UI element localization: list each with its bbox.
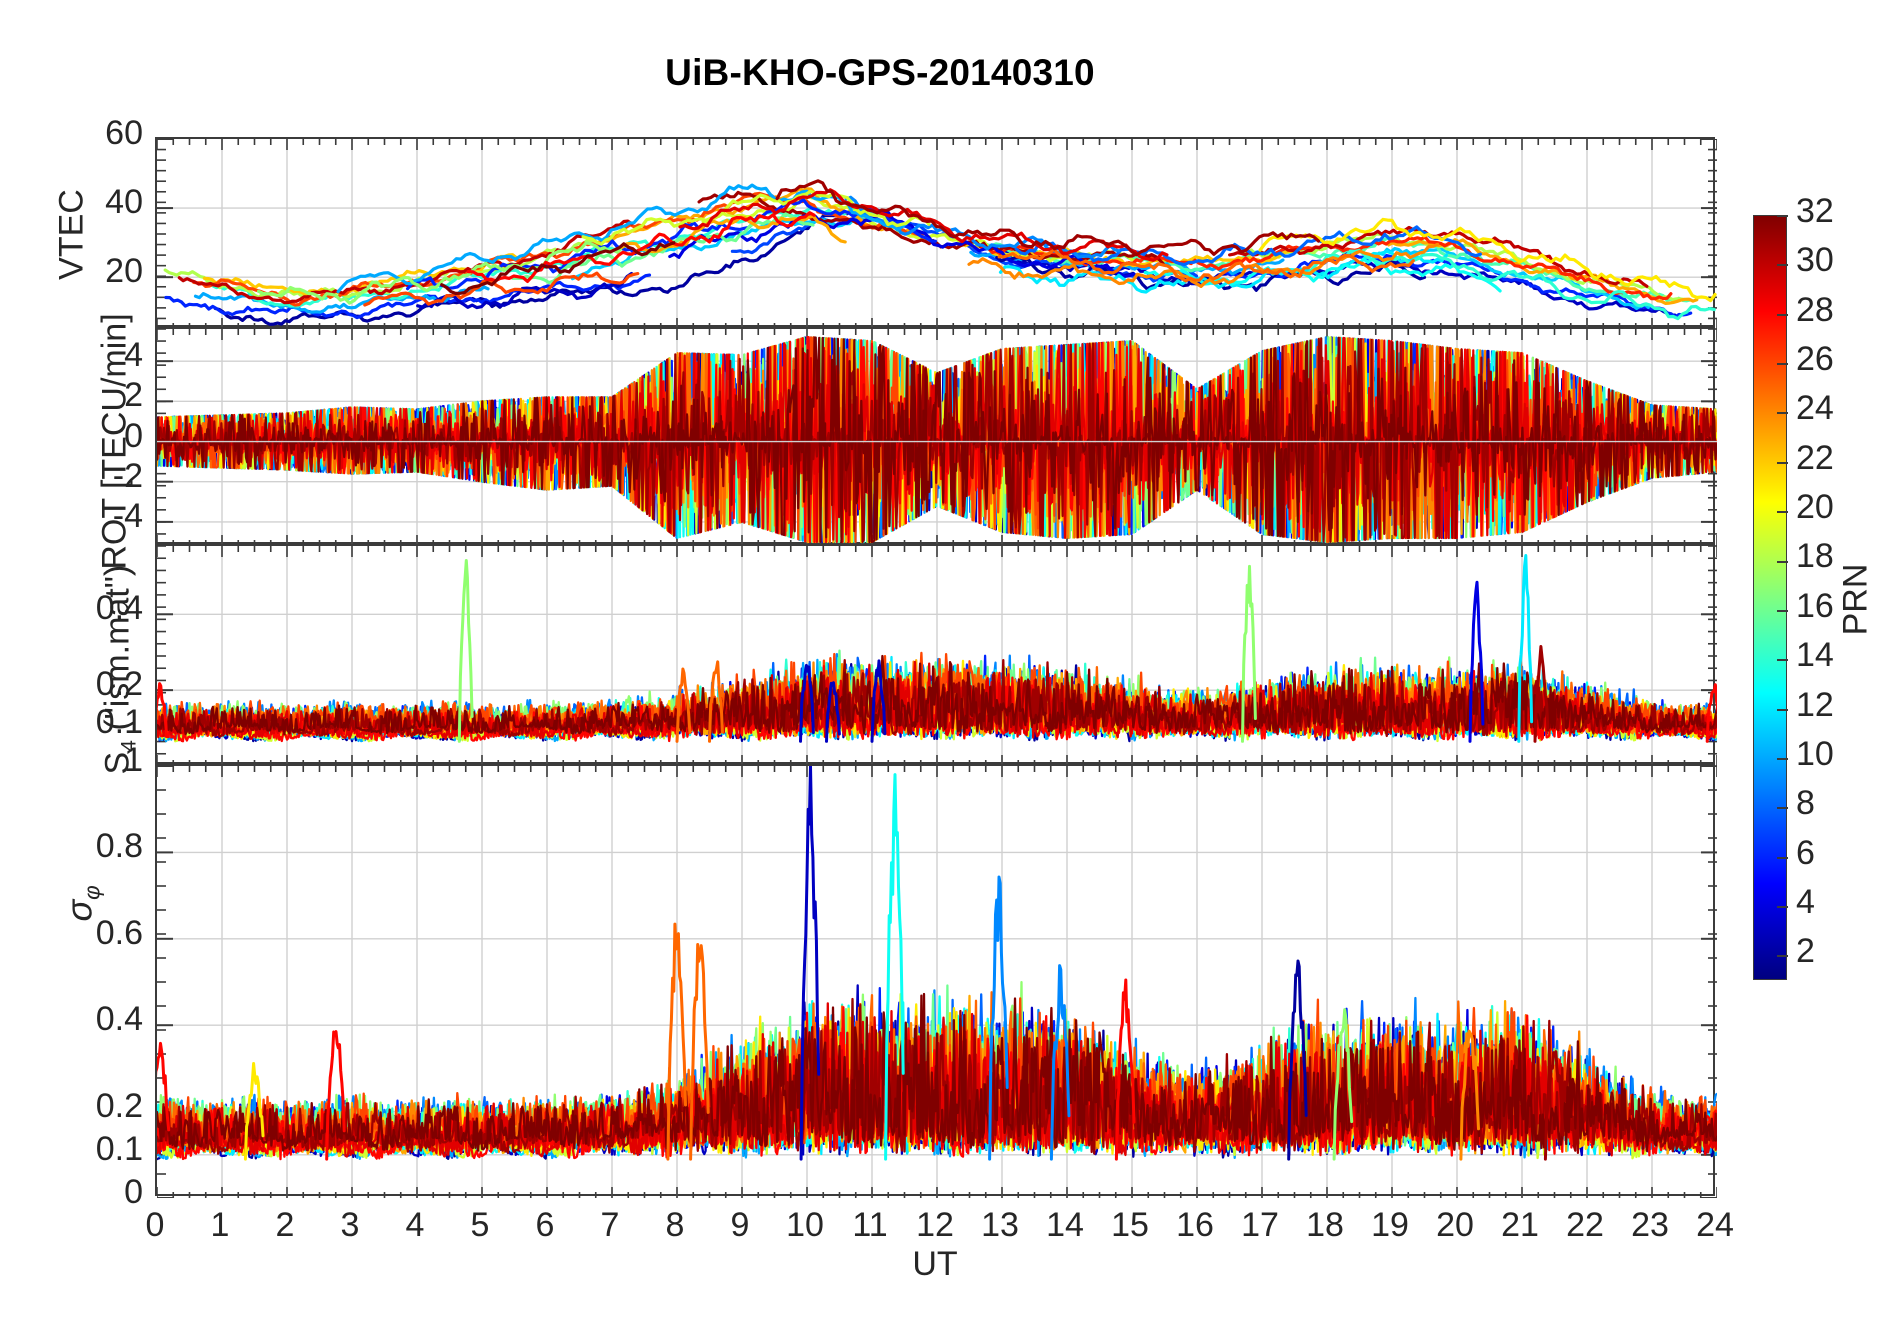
ytick-sigma_phi-1: 0.1	[95, 1129, 143, 1168]
colorbar-tick-32: 32	[1796, 192, 1834, 230]
colorbar-tick-10: 10	[1796, 734, 1834, 773]
ytick-sigma_phi-6: 1	[124, 741, 143, 779]
ytick-sigma_phi-0: 0	[124, 1173, 143, 1211]
colorbar-tick-16: 16	[1796, 586, 1834, 625]
xtick-15: 15	[1111, 1206, 1149, 1244]
ytick-sigma_phi-5: 0.8	[95, 827, 143, 866]
colorbar-tick-30: 30	[1796, 241, 1834, 280]
colorbar-tick-18: 18	[1796, 537, 1834, 576]
colorbar-tick-24: 24	[1796, 389, 1834, 428]
ytick-rot-1: 2	[124, 376, 143, 415]
ytick-vtec-2: 60	[105, 114, 143, 152]
xtick-1: 1	[210, 1206, 230, 1244]
colorbar-tick-mark-8	[1777, 807, 1788, 810]
xtick-9: 9	[730, 1206, 750, 1244]
xtick-0: 0	[145, 1206, 165, 1244]
ytick-s4-1: 0.2	[95, 665, 143, 704]
panel-rot	[155, 327, 1717, 546]
colorbar-tick-mark-18	[1777, 560, 1788, 563]
colorbar-tick-20: 20	[1796, 488, 1834, 527]
ytick-vtec-0: 20	[105, 252, 143, 291]
ytick-rot-3: -2	[112, 456, 143, 495]
colorbar-tick-6: 6	[1796, 833, 1815, 872]
colorbar-tick-14: 14	[1796, 636, 1834, 675]
ytick-rot-0: 4	[124, 336, 143, 375]
xtick-21: 21	[1501, 1206, 1539, 1244]
colorbar-tick-mark-12	[1777, 708, 1788, 711]
colorbar-tick-2: 2	[1796, 932, 1815, 971]
xtick-10: 10	[786, 1206, 824, 1244]
colorbar	[1753, 215, 1787, 980]
xtick-19: 19	[1371, 1206, 1409, 1244]
colorbar-tick-mark-4	[1777, 906, 1788, 908]
xtick-13: 13	[981, 1206, 1019, 1244]
colorbar-tick-mark-26	[1777, 363, 1788, 366]
panel-s4	[155, 544, 1717, 766]
xtick-12: 12	[916, 1206, 954, 1244]
ytick-s4-2: 0.4	[95, 589, 143, 628]
xtick-8: 8	[665, 1206, 685, 1244]
ytick-sigma_phi-4: 0.6	[95, 913, 143, 952]
colorbar-tick-mark-10	[1777, 757, 1788, 760]
colorbar-tick-mark-16	[1777, 609, 1788, 612]
x-axis-label: UT	[912, 1245, 958, 1283]
xtick-22: 22	[1566, 1206, 1604, 1244]
xtick-14: 14	[1046, 1206, 1084, 1244]
colorbar-tick-mark-28	[1777, 313, 1788, 316]
xtick-23: 23	[1631, 1206, 1669, 1244]
ytick-s4-0: 0.1	[95, 703, 143, 742]
colorbar-tick-mark-2	[1777, 955, 1788, 958]
colorbar-tick-mark-32	[1777, 215, 1788, 217]
ytick-rot-4: -4	[112, 496, 143, 535]
colorbar-tick-12: 12	[1796, 685, 1834, 724]
xtick-4: 4	[405, 1206, 425, 1244]
xtick-2: 2	[275, 1206, 295, 1244]
colorbar-tick-26: 26	[1796, 340, 1834, 379]
colorbar-tick-mark-14	[1777, 659, 1788, 662]
colorbar-tick-4: 4	[1796, 882, 1815, 921]
xtick-3: 3	[340, 1206, 360, 1244]
panel-sigma-phi	[155, 764, 1717, 1198]
ytick-rot-2: 0	[124, 416, 143, 455]
xtick-7: 7	[600, 1206, 620, 1244]
panel-vtec	[155, 137, 1717, 329]
colorbar-tick-mark-30	[1777, 264, 1788, 267]
xtick-20: 20	[1436, 1206, 1474, 1244]
xtick-17: 17	[1241, 1206, 1279, 1244]
xtick-24: 24	[1696, 1206, 1734, 1244]
colorbar-tick-mark-22	[1777, 461, 1788, 464]
colorbar-tick-mark-20	[1777, 511, 1788, 514]
xtick-5: 5	[470, 1206, 490, 1244]
xtick-16: 16	[1176, 1206, 1214, 1244]
colorbar-tick-28: 28	[1796, 290, 1834, 329]
colorbar-tick-mark-6	[1777, 856, 1788, 859]
colorbar-tick-8: 8	[1796, 784, 1815, 823]
ytick-sigma_phi-3: 0.4	[95, 1000, 143, 1039]
xtick-18: 18	[1306, 1206, 1344, 1244]
xtick-11: 11	[852, 1206, 888, 1244]
ytick-vtec-1: 40	[105, 183, 143, 222]
xtick-6: 6	[535, 1206, 555, 1244]
figure-title: UiB-KHO-GPS-20140310	[665, 52, 1095, 93]
colorbar-label: PRN	[1836, 563, 1875, 636]
colorbar-tick-mark-24	[1777, 412, 1788, 415]
colorbar-tick-22: 22	[1796, 438, 1834, 477]
ytick-sigma_phi-2: 0.2	[95, 1086, 143, 1125]
